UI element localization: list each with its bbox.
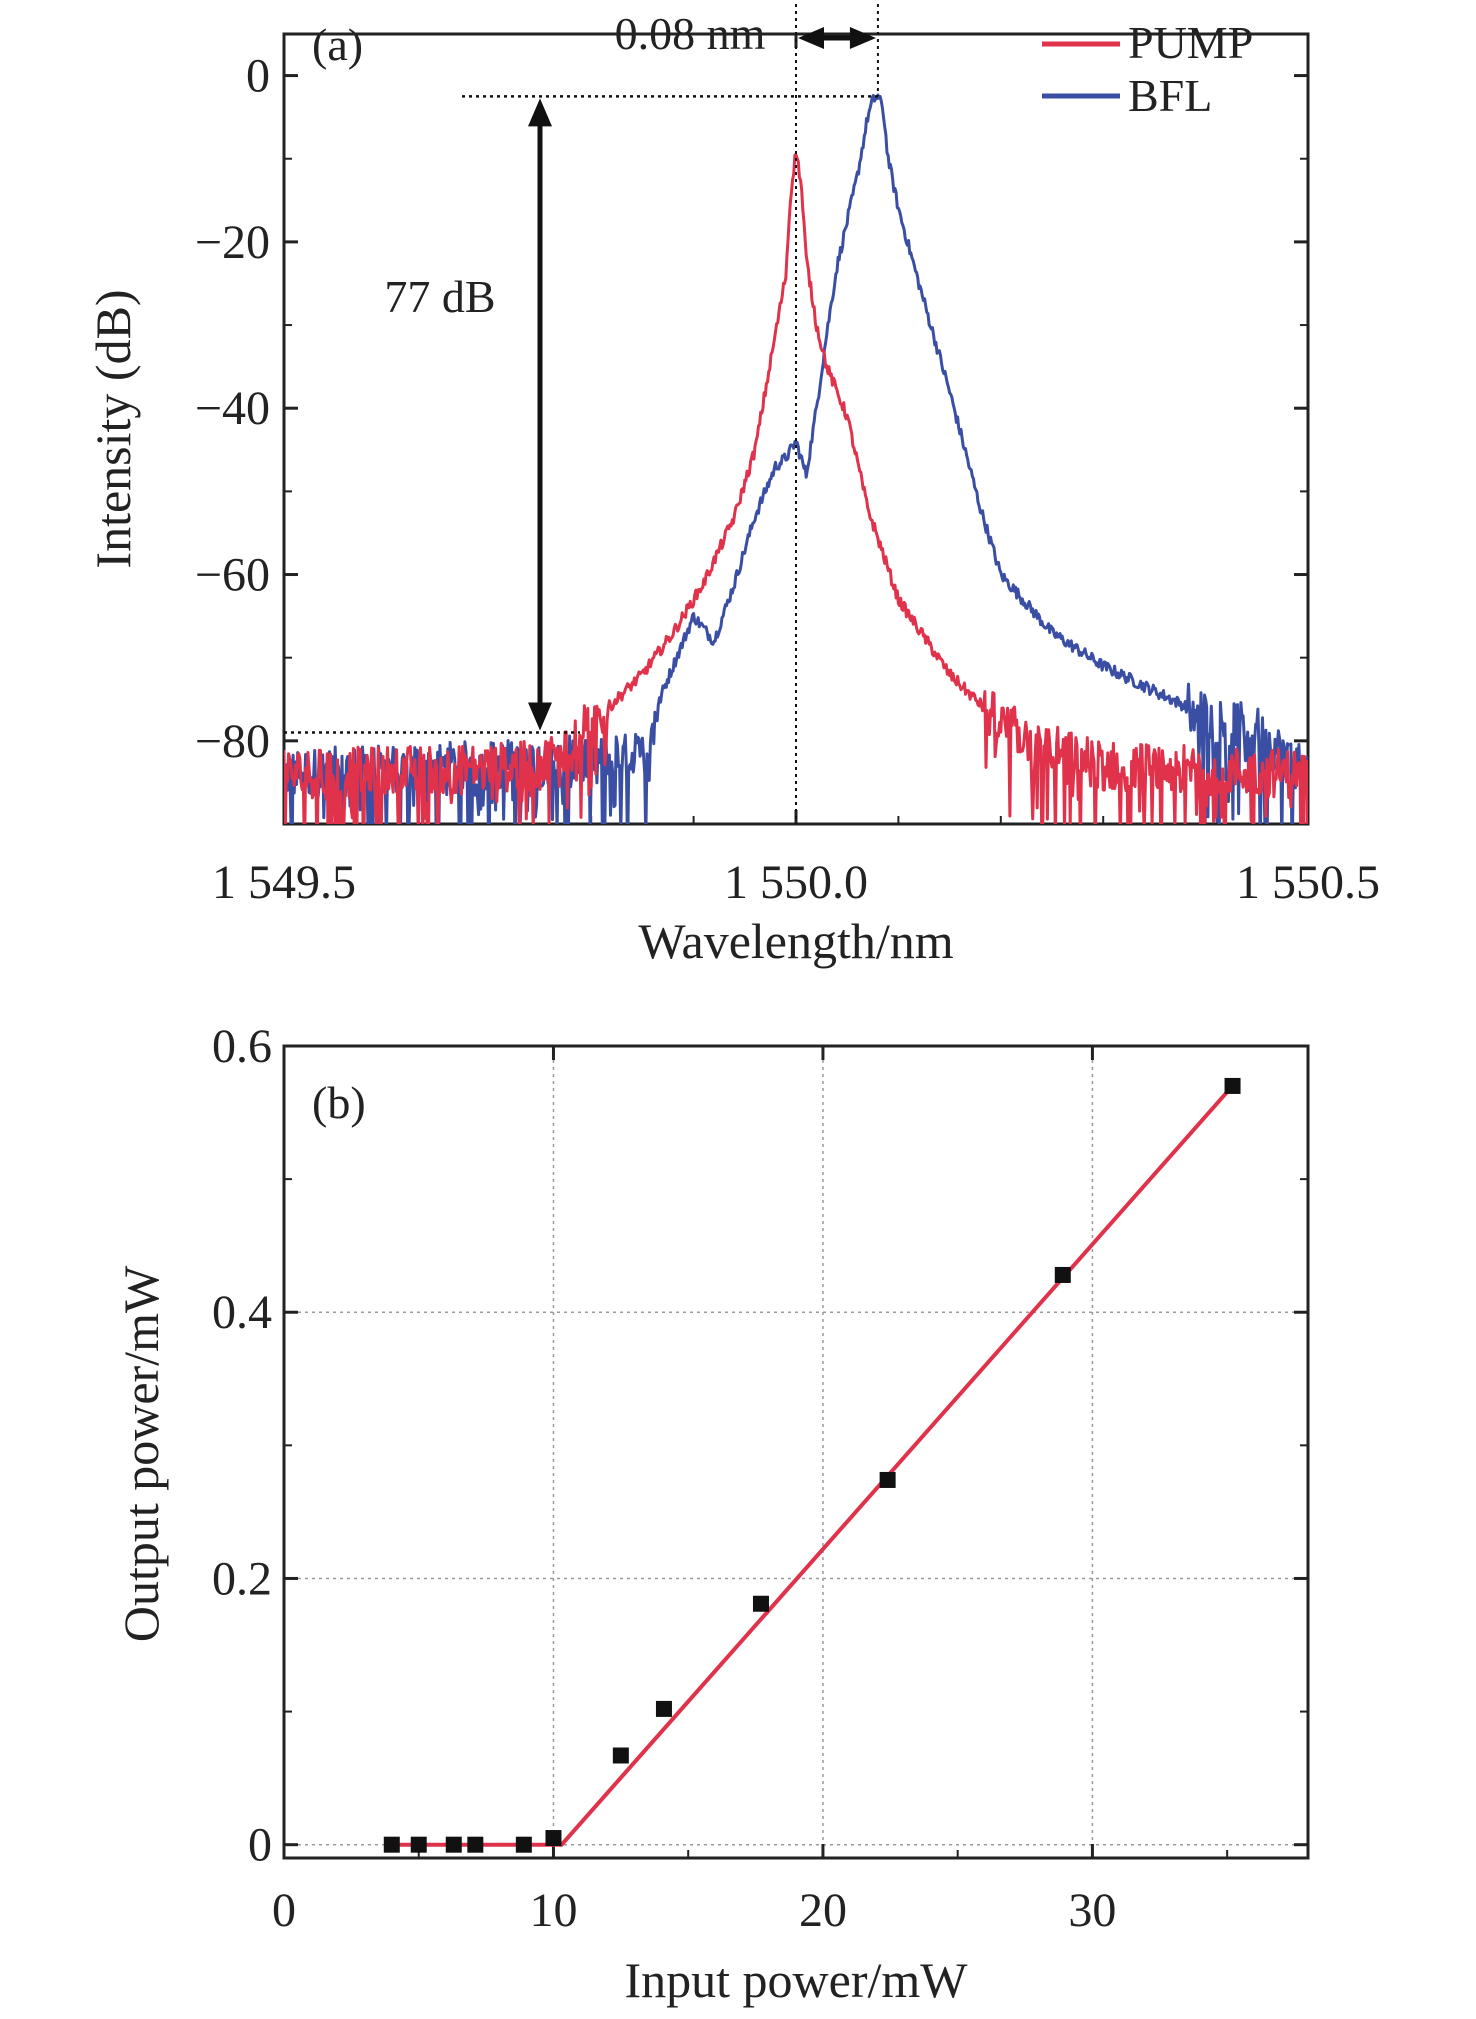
- x-tick-label: 1 550.0: [724, 856, 868, 909]
- y-tick-label: 0.2: [212, 1552, 272, 1605]
- spacing-annotation: 0.08 nm: [615, 8, 766, 59]
- y-tick-label: −60: [195, 549, 270, 602]
- data-point: [410, 1836, 427, 1853]
- power-ticks: 0 10 20 30 0 0.2 0.4 0.6: [212, 1020, 1308, 1937]
- spectrum-y-axis-label: Intensity (dB): [85, 289, 141, 568]
- spectrum-chart: 0 −20 −40 −60 −80 1 549.5 1 550.0 1 550.5 0.08 …: [85, 4, 1380, 969]
- extinction-annotation: 77 dB: [384, 271, 495, 322]
- data-point: [445, 1836, 462, 1853]
- y-tick-label: −80: [195, 715, 270, 768]
- y-tick-label: 0: [246, 50, 270, 103]
- legend-label-pump: PUMP: [1128, 17, 1253, 68]
- panel-b-label: (b): [312, 1077, 366, 1128]
- y-tick-label: 0: [248, 1819, 272, 1872]
- x-tick-label: 30: [1068, 1884, 1116, 1937]
- y-tick-label: −40: [195, 382, 270, 435]
- x-tick-label: 1 550.5: [1236, 856, 1380, 909]
- series-pump-line: [284, 153, 1308, 824]
- extinction-arrow-head-bottom: [528, 702, 552, 731]
- data-point: [1054, 1266, 1071, 1283]
- spectrum-data: [284, 93, 1308, 824]
- spectrum-x-axis-label: Wavelength/nm: [638, 913, 953, 969]
- power-data: [383, 1077, 1241, 1853]
- power-plot-frame: [282, 1044, 1310, 1860]
- series-bfl-line: [284, 93, 1308, 824]
- data-point: [752, 1595, 769, 1612]
- spacing-arrow-head-left: [798, 27, 824, 49]
- power-y-axis-label: Output power/mW: [113, 1265, 169, 1642]
- x-tick-label: 0: [272, 1884, 296, 1937]
- y-tick-label: 0.4: [212, 1286, 272, 1339]
- data-point: [383, 1836, 400, 1853]
- legend-label-bfl: BFL: [1128, 70, 1212, 121]
- data-point: [1224, 1077, 1241, 1094]
- data-point: [879, 1471, 896, 1488]
- spacing-arrow-head-right: [849, 27, 876, 49]
- panel-a-label: (a): [312, 19, 363, 70]
- data-point: [467, 1836, 484, 1853]
- data-point: [655, 1700, 672, 1717]
- extinction-arrow-head-top: [528, 98, 552, 127]
- power-chart: 0 10 20 30 0 0.2 0.4 0.6 (b) Input power/mW Out…: [113, 1020, 1310, 2008]
- spectrum-legend: PUMP BFL: [1042, 17, 1253, 121]
- data-point: [545, 1830, 562, 1847]
- y-tick-label: −20: [195, 216, 270, 269]
- x-tick-label: 20: [799, 1884, 847, 1937]
- x-tick-label: 10: [529, 1884, 577, 1937]
- x-tick-label: 1 549.5: [212, 856, 356, 909]
- spectrum-curves: [284, 93, 1308, 824]
- spectrum-ticks: 0 −20 −40 −60 −80 1 549.5 1 550.0 1 550.5: [195, 34, 1380, 909]
- data-point: [612, 1747, 629, 1764]
- data-point: [515, 1836, 532, 1853]
- y-tick-label: 0.6: [212, 1020, 272, 1073]
- power-x-axis-label: Input power/mW: [625, 1952, 969, 2008]
